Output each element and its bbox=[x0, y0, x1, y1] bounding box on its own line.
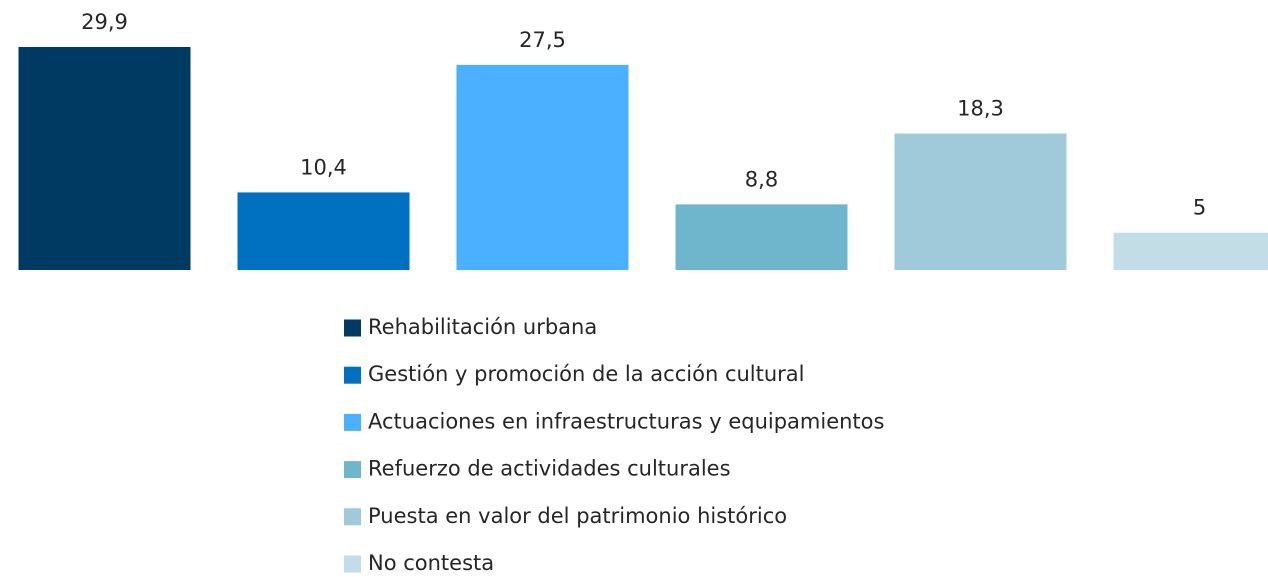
data-label: 27,5 bbox=[519, 28, 566, 52]
bar bbox=[238, 192, 410, 270]
data-label: 29,9 bbox=[81, 10, 128, 34]
data-label: 8,8 bbox=[745, 167, 778, 191]
data-label: 10,4 bbox=[300, 155, 347, 179]
legend-swatch bbox=[344, 508, 361, 525]
data-label: 5 bbox=[1193, 196, 1206, 220]
legend-label: Actuaciones en infraestructuras y equipa… bbox=[368, 409, 884, 433]
legend-swatch bbox=[344, 414, 361, 431]
legend-label: Rehabilitación urbana bbox=[368, 315, 597, 339]
data-label: 18,3 bbox=[957, 97, 1004, 121]
legend-swatch bbox=[344, 367, 361, 384]
legend-label: Puesta en valor del patrimonio histórico bbox=[368, 504, 787, 528]
bar bbox=[457, 65, 629, 270]
bar bbox=[19, 47, 191, 270]
legend-label: Gestión y promoción de la acción cultura… bbox=[368, 362, 805, 386]
legend-swatch bbox=[344, 556, 361, 573]
legend-swatch bbox=[344, 461, 361, 478]
legend-label: Refuerzo de actividades culturales bbox=[368, 457, 731, 481]
legend-swatch bbox=[344, 320, 361, 337]
bar bbox=[676, 204, 848, 270]
bar bbox=[1114, 233, 1268, 270]
bar bbox=[895, 134, 1067, 270]
legend-label: No contesta bbox=[368, 551, 494, 573]
